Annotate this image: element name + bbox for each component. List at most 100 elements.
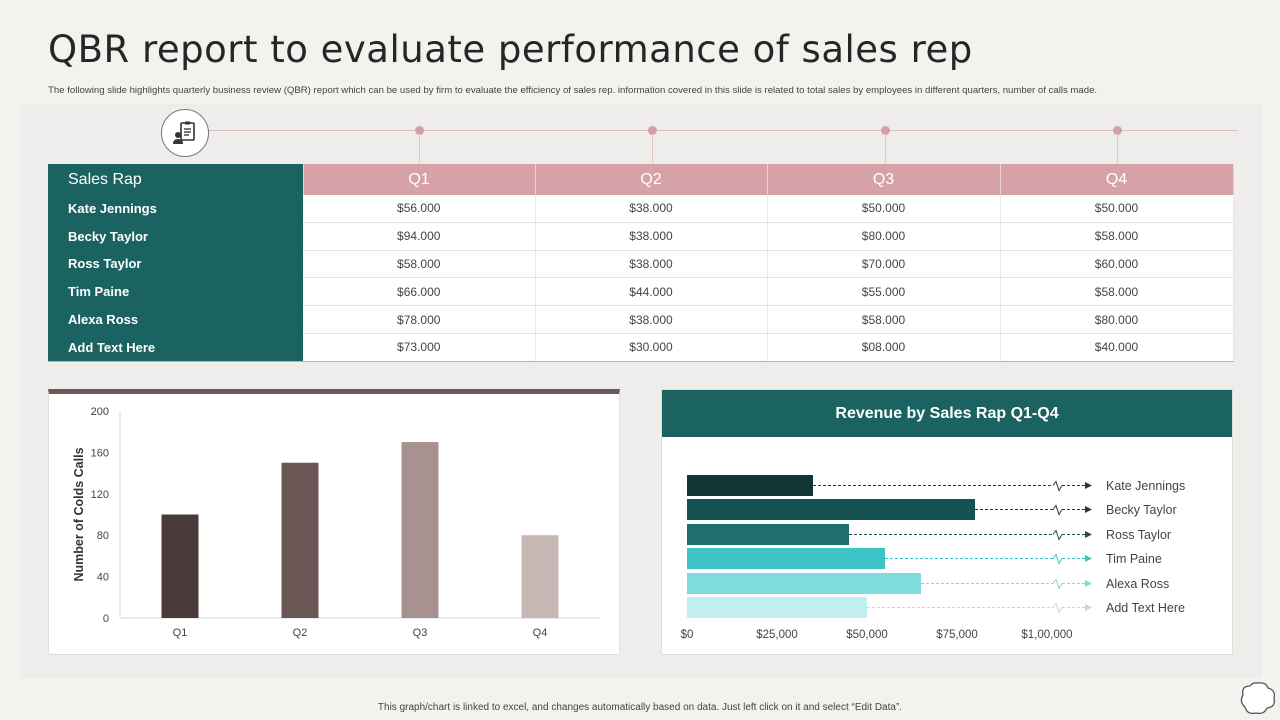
table-cell: $58.000 [767,305,1001,334]
table-cell: $80.000 [767,222,1001,251]
category-label: Alexa Ross [1106,577,1169,591]
table-cell: $80.000 [1000,305,1234,334]
page-title: QBR report to evaluate performance of sa… [48,28,973,71]
table-row: Add Text Here $73.000 $30.000 $08.000 $4… [48,333,1234,362]
axis-break-mark [1052,578,1063,590]
arrow-head-icon [1085,555,1092,562]
table-cell: $50.000 [767,195,1001,223]
y-tick-label: 0 [103,613,109,625]
x-tick-label: Q3 [413,627,428,639]
axis-break-mark [1052,602,1063,614]
table-cell: $38.000 [535,222,768,251]
arrow-head-icon [1085,506,1092,513]
bar [281,462,319,618]
table-cell: $58.000 [1000,222,1234,251]
table-cell: $55.000 [767,277,1001,307]
table-cell: $38.000 [535,250,768,279]
header-q3: Q3 [767,164,1001,195]
axis-break-mark [1052,504,1063,516]
rep-name: Add Text Here [48,333,303,362]
arrow-head-icon [1085,580,1092,587]
y-tick-label: 200 [91,406,109,418]
header-sales-rep: Sales Rap [48,164,304,195]
x-tick-label: $1,00,000 [1021,629,1072,641]
bar [401,442,439,618]
y-axis-label: Number of Colds Calls [72,447,86,581]
clipboard-user-icon [161,109,209,157]
table-row: Ross Taylor $58.000 $38.000 $70.000 $60.… [48,250,1234,279]
header-q4: Q4 [1000,164,1234,195]
revenue-chart-card: Revenue by Sales Rap Q1-Q4 Kate Jennings… [661,389,1233,655]
timeline-stem [419,134,420,164]
category-label: Becky Taylor [1106,503,1177,517]
refresh-icon[interactable] [1238,680,1278,716]
table-cell: $38.000 [535,195,768,223]
table-cell: $70.000 [767,250,1001,279]
table-row: Alexa Ross $78.000 $38.000 $58.000 $80.0… [48,305,1234,334]
arrow-head-icon [1085,604,1092,611]
axis-break-mark [1052,480,1063,492]
header-q1: Q1 [303,164,536,195]
table-cell: $66.000 [303,277,536,307]
table-header-row: Sales Rap Q1 Q2 Q3 Q4 [48,164,1234,195]
category-label: Ross Taylor [1106,528,1171,542]
rep-name: Alexa Ross [48,305,303,334]
bar [521,535,559,618]
y-tick-label: 160 [91,447,109,459]
rep-name: Becky Taylor [48,222,303,251]
x-tick-label: $50,000 [846,629,888,641]
table-cell: $58.000 [1000,277,1234,307]
revenue-bar [687,548,885,569]
bar [161,514,199,618]
sales-table: Sales Rap Q1 Q2 Q3 Q4 Kate Jennings $56.… [48,164,1234,362]
x-tick-label: Q1 [173,627,188,639]
x-tick-label: Q4 [533,627,548,639]
revenue-bar [687,524,849,545]
table-row: Becky Taylor $94.000 $38.000 $80.000 $58… [48,222,1234,251]
timeline-stem [885,134,886,164]
header-q2: Q2 [535,164,768,195]
y-tick-label: 80 [97,530,109,542]
category-label: Add Text Here [1106,601,1185,615]
table-cell: $58.000 [303,250,536,279]
revenue-bar [687,573,921,594]
revenue-chart-title: Revenue by Sales Rap Q1-Q4 [662,390,1232,437]
rep-name: Ross Taylor [48,250,303,278]
rep-name: Tim Paine [48,277,303,306]
y-tick-label: 40 [97,572,109,584]
category-label: Kate Jennings [1106,479,1185,493]
x-tick-label: Q2 [293,627,308,639]
table-cell: $94.000 [303,222,536,251]
revenue-bar [687,499,975,520]
table-cell: $30.000 [535,333,768,362]
table-row: Kate Jennings $56.000 $38.000 $50.000 $5… [48,195,1234,223]
axis-break-mark [1052,553,1063,565]
axis-break-mark [1052,529,1063,541]
arrow-head-icon [1085,482,1092,489]
y-tick-label: 120 [91,489,109,501]
table-cell: $56.000 [303,195,536,223]
timeline-dot [648,126,657,135]
table-cell: $60.000 [1000,250,1234,279]
table-cell: $40.000 [1000,333,1234,362]
timeline-dot [1113,126,1122,135]
table-cell: $08.000 [767,333,1001,362]
x-tick-label: $75,000 [936,629,978,641]
table-cell: $38.000 [535,305,768,334]
table-cell: $78.000 [303,305,536,334]
x-tick-label: $0 [681,629,694,641]
revenue-bar [687,475,813,496]
revenue-bar [687,597,867,618]
revenue-chart[interactable]: Kate Jennings Becky Taylor Ross Taylor Tim … [662,438,1232,654]
timeline-line [208,130,1238,131]
cold-calls-chart-card: 0 40 80 120 160 200 Number of Colds Calls Q1 Q2 Q… [48,389,620,655]
timeline-stem [1117,134,1118,164]
timeline-stem [652,134,653,164]
x-tick-label: $25,000 [756,629,798,641]
table-cell: $44.000 [535,277,768,307]
timeline-dot [415,126,424,135]
table-cell: $73.000 [303,333,536,362]
category-label: Tim Paine [1106,552,1162,566]
cold-calls-chart[interactable]: 0 40 80 120 160 200 Number of Colds Calls Q1 Q2 Q… [49,394,619,653]
timeline-dot [881,126,890,135]
